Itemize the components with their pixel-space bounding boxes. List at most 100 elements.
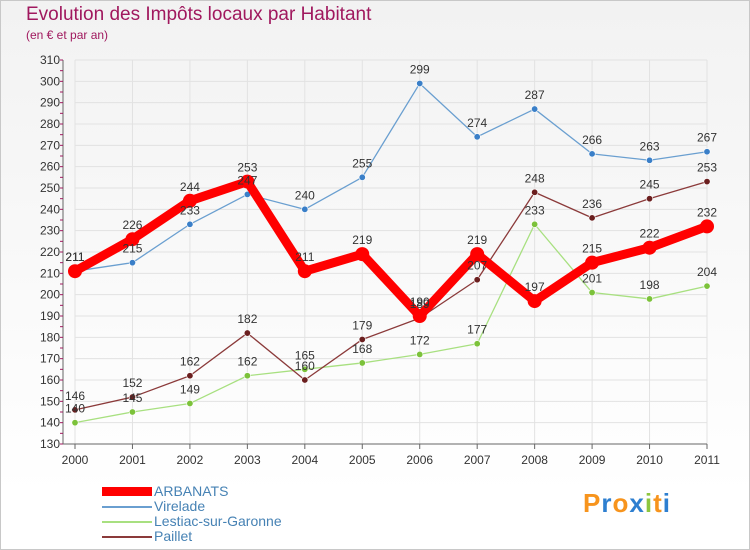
data-label: 233 [525, 203, 545, 217]
legend-label: Paillet [154, 528, 193, 544]
data-point [531, 220, 539, 228]
data-label: 219 [467, 233, 487, 247]
legend-swatch [102, 521, 152, 523]
data-label: 145 [122, 391, 142, 405]
legend-swatch [102, 536, 152, 538]
data-label: 162 [180, 355, 200, 369]
x-tick-label: 2001 [119, 453, 146, 467]
series-lines [68, 79, 714, 427]
data-label: 165 [295, 348, 315, 362]
data-label: 211 [65, 250, 84, 264]
legend-swatch [102, 487, 152, 496]
logo-letter: o [612, 488, 630, 518]
x-tick-label: 2003 [234, 453, 261, 467]
y-tick-label: 200 [40, 288, 60, 302]
data-point [585, 255, 600, 270]
data-point [125, 232, 140, 247]
y-tick-label: 150 [40, 394, 60, 408]
data-point [182, 193, 197, 208]
data-label: 149 [180, 382, 200, 396]
data-label: 266 [582, 133, 602, 147]
x-tick-label: 2006 [406, 453, 433, 467]
x-tick-label: 2002 [177, 453, 204, 467]
data-point [416, 350, 424, 358]
x-tick-label: 2005 [349, 453, 376, 467]
data-label: 190 [410, 295, 430, 309]
logo-letter: i [644, 488, 654, 518]
data-point [355, 247, 370, 262]
data-point [416, 79, 424, 87]
data-label: 232 [697, 205, 717, 219]
y-tick-label: 210 [40, 266, 60, 280]
data-label: 215 [122, 242, 142, 256]
y-tick-label: 250 [40, 181, 60, 195]
y-tick-label: 230 [40, 224, 60, 238]
data-label: 152 [122, 376, 142, 390]
data-label: 219 [352, 233, 372, 247]
data-point [186, 220, 194, 228]
data-label: 177 [467, 323, 487, 337]
y-tick-label: 220 [40, 245, 60, 259]
legend-item: Virelade [102, 499, 362, 514]
data-point [71, 419, 79, 427]
data-point [243, 372, 251, 380]
data-point [588, 214, 596, 222]
data-label: 255 [352, 156, 372, 170]
data-point [412, 309, 427, 323]
y-tick-label: 160 [40, 373, 60, 387]
data-point [128, 408, 136, 416]
data-label: 245 [640, 178, 660, 192]
data-point [297, 264, 312, 279]
x-tick-label: 2007 [464, 453, 491, 467]
data-point [646, 195, 654, 203]
data-point [527, 294, 542, 309]
data-label: 244 [180, 180, 200, 194]
data-label: 299 [410, 62, 430, 76]
data-label: 140 [65, 402, 85, 416]
data-point [470, 247, 485, 262]
data-label: 162 [237, 355, 257, 369]
data-label: 182 [237, 312, 257, 326]
legend-label: ARBANATS [154, 483, 229, 499]
legend-item: Lestiac-sur-Garonne [102, 514, 362, 529]
logo-letter: i [662, 488, 671, 518]
logo-letter: x [629, 488, 645, 518]
data-label: 226 [122, 218, 142, 232]
data-point [703, 282, 711, 290]
data-point [473, 340, 481, 348]
y-tick-label: 280 [40, 117, 60, 131]
legend-item: Paillet [102, 529, 362, 544]
legend-item: ARBANATS [102, 484, 362, 499]
data-label: 287 [525, 88, 545, 102]
series-line-arbanats [70, 177, 712, 321]
legend: ARBANATS Virelade Lestiac-sur-Garonne Paill… [102, 484, 362, 544]
data-point [588, 150, 596, 158]
data-label: 197 [525, 280, 545, 294]
y-tick-label: 170 [40, 352, 60, 366]
data-point [186, 372, 194, 380]
data-label: 233 [180, 203, 200, 217]
data-point [473, 276, 481, 284]
data-label: 247 [237, 173, 257, 187]
chart-title: Evolution des Impôts locaux par Habitant [26, 4, 372, 25]
data-label: 253 [697, 161, 717, 175]
data-point [642, 240, 657, 255]
data-point [128, 259, 136, 267]
data-label: 211 [65, 250, 84, 264]
x-tick-label: 2004 [291, 453, 318, 467]
data-label: 236 [582, 197, 602, 211]
data-label: 204 [697, 265, 717, 279]
data-point [301, 365, 309, 373]
data-label: 253 [237, 161, 257, 175]
x-tick-label: 2011 [694, 453, 720, 467]
legend-label: Virelade [154, 498, 206, 514]
y-tick-label: 240 [40, 202, 60, 216]
x-tick-label: 2010 [636, 453, 663, 467]
series-line-paillet [74, 180, 708, 411]
data-point [473, 133, 481, 141]
data-point [358, 335, 366, 343]
data-point [68, 264, 82, 279]
y-tick-label: 270 [40, 138, 60, 152]
data-label: 189 [410, 297, 430, 311]
